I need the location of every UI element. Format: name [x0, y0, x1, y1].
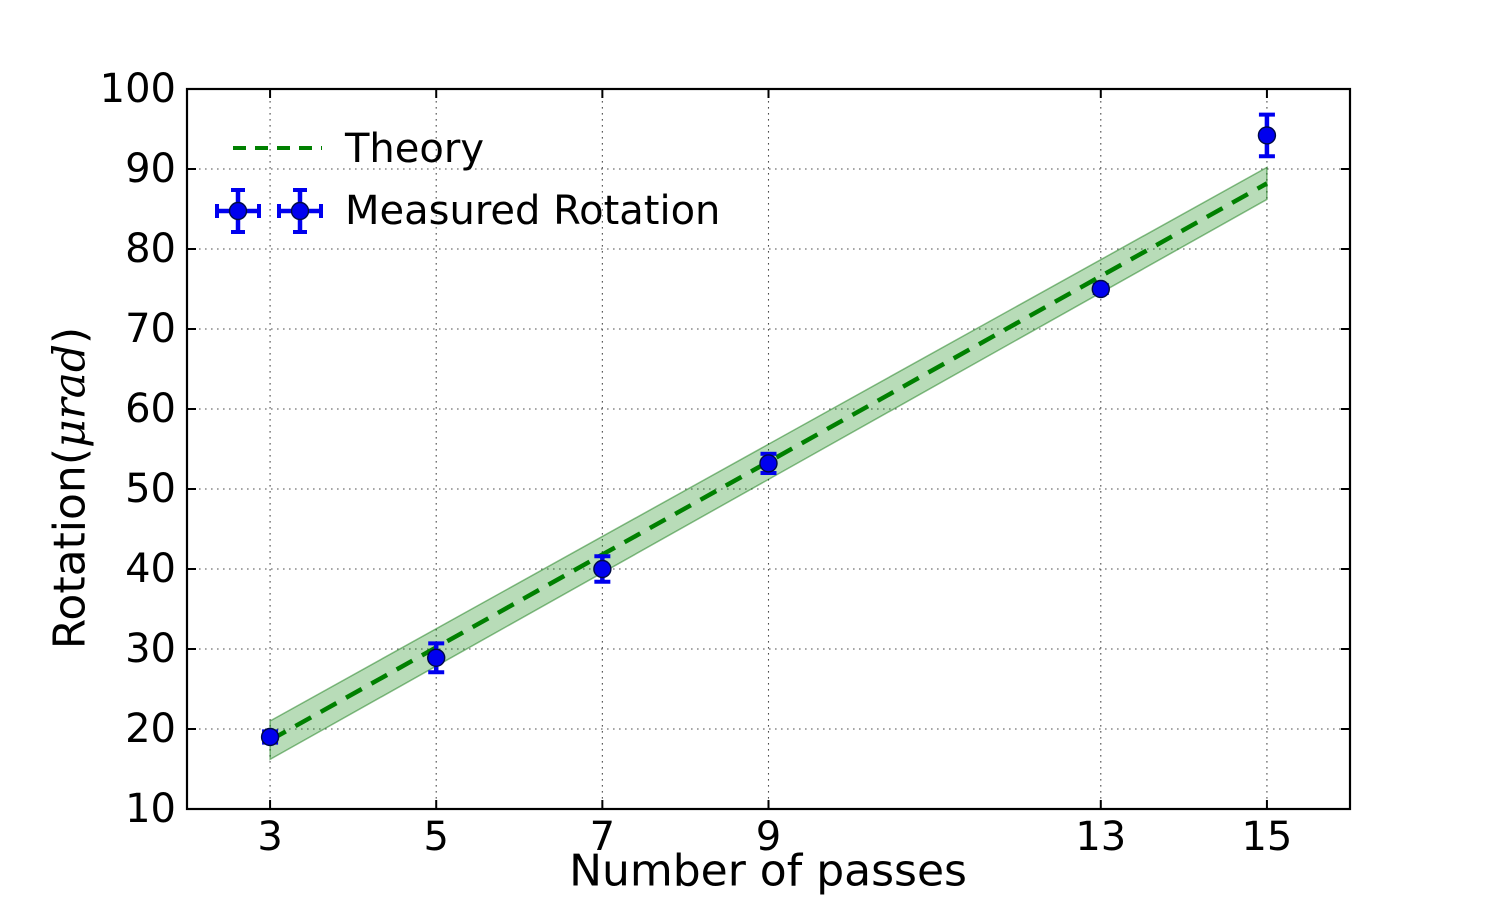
legend-label-theory: Theory: [345, 126, 484, 172]
x-tick-label: 7: [589, 814, 616, 860]
y-tick-label: 60: [125, 386, 176, 432]
y-tick-label: 10: [125, 786, 176, 832]
y-tick-label: 40: [125, 546, 176, 592]
y-tick-label: 100: [99, 66, 176, 112]
data-point-marker: [1257, 126, 1277, 145]
x-tick-label: 13: [1075, 814, 1127, 860]
x-tick-label: 5: [423, 814, 449, 860]
y-tick-label: 50: [125, 466, 176, 512]
legend-point-marker: [228, 201, 248, 221]
x-tick-label: 15: [1241, 814, 1293, 860]
data-point-marker: [427, 648, 446, 667]
legend-point-marker: [290, 201, 310, 221]
data-point-marker: [759, 454, 778, 473]
data-point-marker: [260, 727, 280, 747]
y-tick-label: 80: [125, 226, 176, 272]
y-tick-label: 20: [125, 706, 176, 752]
y-tick-label: 30: [125, 626, 176, 672]
data-point-marker: [593, 559, 612, 579]
x-tick-label: 3: [257, 814, 283, 860]
x-axis-label: Number of passes: [569, 845, 967, 897]
y-tick-label: 70: [125, 306, 176, 352]
x-tick-label: 9: [755, 814, 782, 860]
data-point-marker: [1091, 279, 1110, 299]
y-tick-label: 90: [125, 146, 176, 192]
legend-label-measured: Measured Rotation: [345, 188, 721, 234]
